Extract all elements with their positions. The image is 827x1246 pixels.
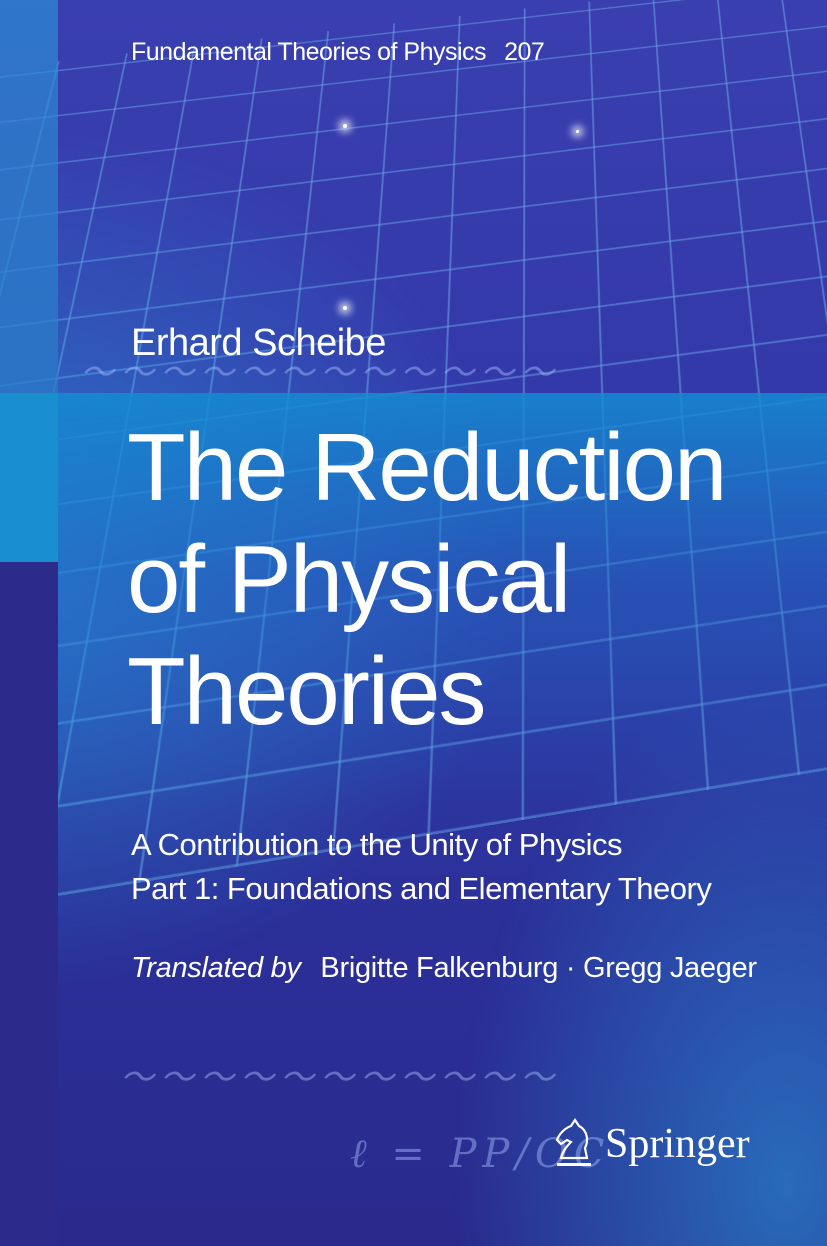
left-stripe-lower xyxy=(0,562,58,1246)
title-line: Theories xyxy=(127,638,487,745)
translator-names: Brigitte Falkenburg · Gregg Jaeger xyxy=(320,952,757,984)
knight-chess-piece-icon xyxy=(555,1118,591,1166)
title-band xyxy=(0,393,827,813)
author: Erhard Scheibe xyxy=(131,322,386,364)
publisher-name: Springer xyxy=(605,1121,750,1167)
series-number: 207 xyxy=(504,38,545,66)
series-name: Fundamental Theories of Physics xyxy=(131,38,487,66)
left-stripe-accent xyxy=(0,393,58,562)
translated-by-label: Translated by xyxy=(131,952,301,984)
left-stripe-top xyxy=(0,0,58,393)
subtitle-line: A Contribution to the Unity of Physics xyxy=(131,827,623,862)
star-icon xyxy=(576,130,579,133)
publisher-logo: Springer xyxy=(553,1118,750,1170)
title-line: The Reduction xyxy=(127,414,727,521)
star-icon xyxy=(343,306,347,310)
handwriting-decoration: 〜〜〜〜〜〜〜〜〜〜〜〜 xyxy=(80,353,560,393)
translators: Translated by Brigitte Falkenburg · Greg… xyxy=(131,952,757,985)
book-title: The Reduction of Physical Theories xyxy=(127,412,727,748)
subtitle-line: Part 1: Foundations and Elementary Theor… xyxy=(131,871,712,906)
subtitle: A Contribution to the Unity of Physics P… xyxy=(131,823,712,911)
title-line: of Physical xyxy=(127,526,571,633)
series-title: Fundamental Theories of Physics 207 xyxy=(131,38,545,67)
handwriting-decoration: 〜〜〜〜〜〜〜〜〜〜〜 xyxy=(120,1058,560,1098)
star-icon xyxy=(343,124,347,128)
